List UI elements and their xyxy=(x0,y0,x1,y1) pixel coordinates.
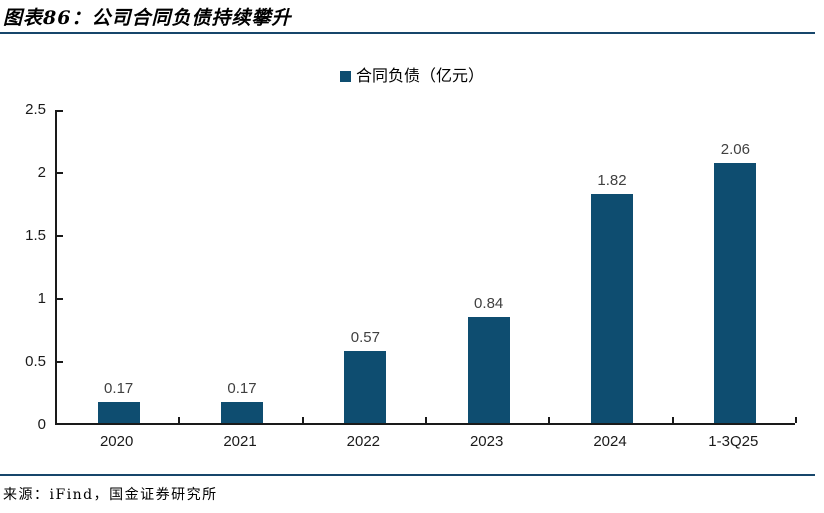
y-tick-mark xyxy=(57,110,63,112)
legend-label: 合同负债（亿元） xyxy=(355,66,484,85)
x-tick-label: 2023 xyxy=(469,433,504,450)
y-tick-label: 1 xyxy=(37,290,46,307)
bar-value-label: 0.17 xyxy=(104,379,134,397)
y-tick-label: 2.5 xyxy=(25,101,46,118)
bar-2024 xyxy=(591,193,633,423)
y-tick-label: 0.5 xyxy=(25,353,46,370)
x-tick-mark xyxy=(795,417,797,423)
bar-2021 xyxy=(221,401,263,423)
x-tick-label: 2021 xyxy=(223,433,257,450)
y-tick-mark xyxy=(57,235,63,237)
x-tick-label: 2024 xyxy=(593,433,627,450)
legend-swatch xyxy=(339,71,351,82)
bar-value-label: 0.17 xyxy=(227,379,257,397)
x-tick-mark xyxy=(301,417,304,423)
x-tick-label: 2022 xyxy=(346,433,381,450)
y-tick-mark xyxy=(57,172,63,174)
y-tick-label: 2 xyxy=(37,164,46,181)
source-note: 来源：iFind，国金证券研究所 xyxy=(3,487,218,503)
chart-legend: 合同负债（亿元） xyxy=(0,62,824,86)
plot-area: 0.17 0.17 0.57 0.84 1.82 2.06 xyxy=(55,110,797,425)
bar-value-label: 2.06 xyxy=(720,141,750,159)
title-divider xyxy=(0,32,815,34)
x-tick-label: 1-3Q25 xyxy=(708,433,759,450)
bar-2020 xyxy=(97,401,140,423)
bar-value-label: 0.57 xyxy=(350,329,380,347)
legend-item: 合同负债（亿元） xyxy=(339,62,484,86)
bar-1-3Q25 xyxy=(714,163,757,423)
y-tick-mark xyxy=(57,298,63,300)
y-tick-mark xyxy=(57,361,63,363)
figure-title: 图表86：公司合同负债持续攀升 xyxy=(3,7,292,29)
bar-value-label: 0.84 xyxy=(474,295,504,313)
x-tick-label: 2020 xyxy=(99,433,134,450)
y-tick-label: 1.5 xyxy=(25,227,46,244)
x-tick-mark xyxy=(548,417,551,423)
bar-2022 xyxy=(344,351,387,423)
y-tick-label: 0 xyxy=(37,416,46,433)
x-tick-mark xyxy=(178,417,181,423)
bar-2023 xyxy=(467,317,510,423)
footer-divider xyxy=(0,474,815,476)
bar-value-label: 1.82 xyxy=(597,171,627,189)
y-axis-labels: 0 0.5 1 1.5 2 2.5 xyxy=(0,101,46,433)
x-tick-mark xyxy=(671,417,674,423)
x-axis-labels: 2020 2021 2022 2023 2024 1-3Q25 xyxy=(55,433,795,453)
x-tick-mark xyxy=(425,417,427,423)
